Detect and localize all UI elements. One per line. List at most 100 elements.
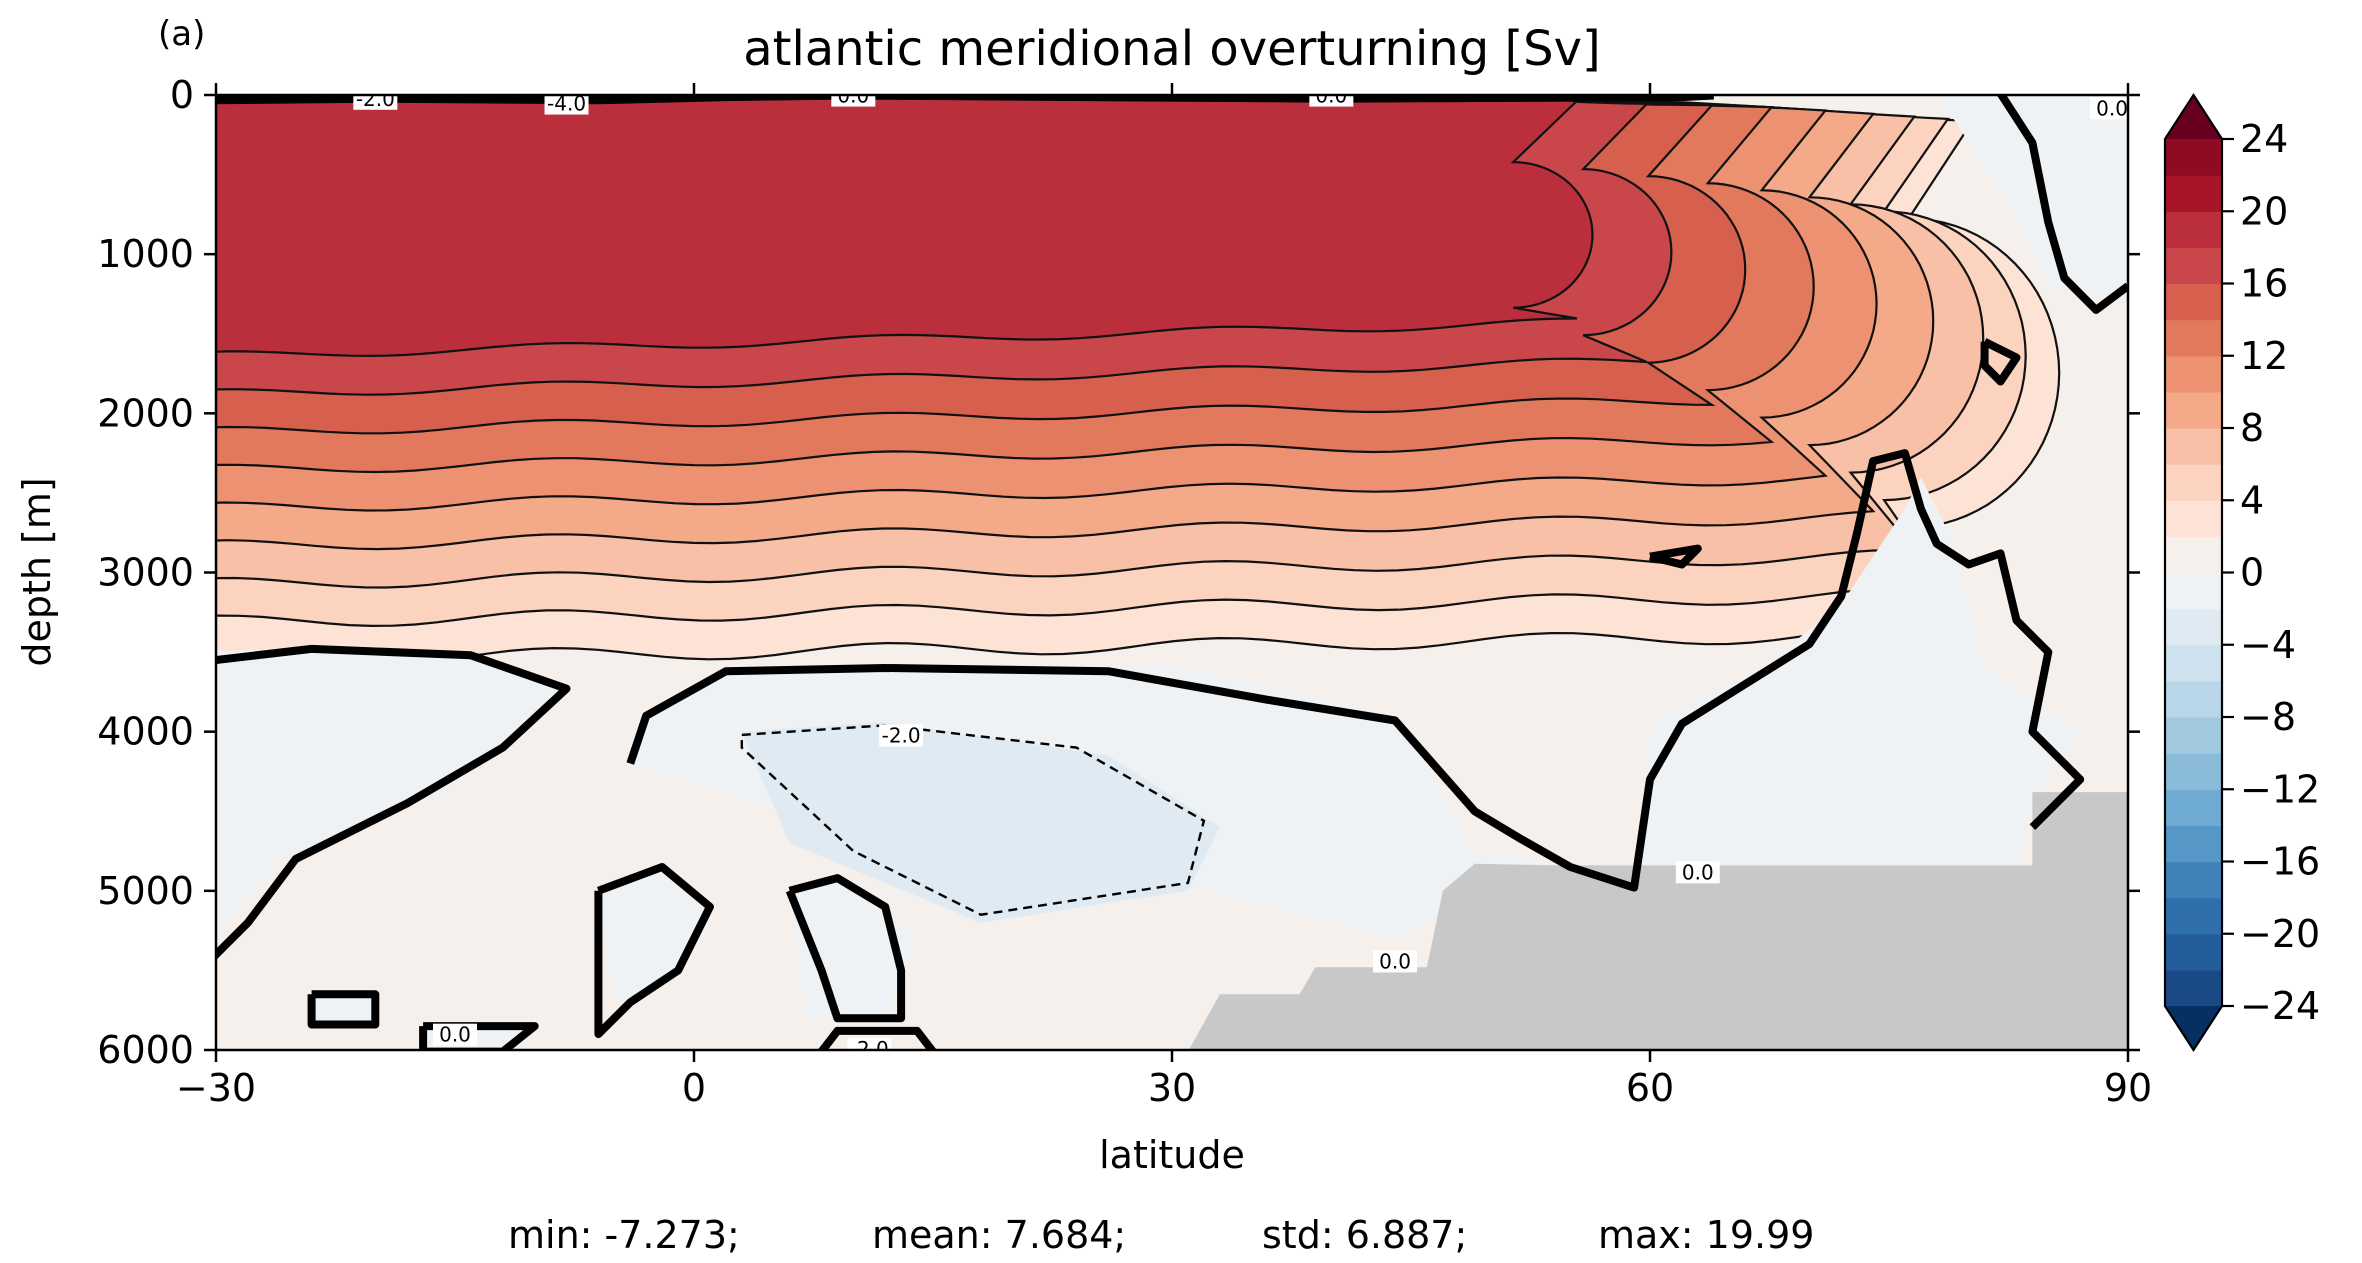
colorbar-band--10 — [2165, 717, 2222, 754]
colorbar-band--8 — [2165, 680, 2222, 718]
svg-text:0.0: 0.0 — [439, 1023, 471, 1047]
contour-bands — [216, 95, 2061, 666]
stat-max: max: 19.99 — [1598, 1213, 1814, 1257]
y-tick-label-2: 2000 — [97, 391, 194, 435]
colorbar-tick-label-12: −24 — [2240, 984, 2320, 1028]
zero-contour-10 — [1649, 544, 1702, 569]
zero-contour-4 — [785, 874, 906, 1023]
inline-label-8: -2.0 — [847, 1037, 892, 1061]
colorbar-band-16 — [2165, 247, 2222, 285]
inline-label-9: 0.0 — [1675, 860, 1720, 884]
zero-contour-7 — [818, 1026, 937, 1050]
negative-regions — [216, 95, 2128, 1050]
x-tick-label-3: 60 — [1626, 1066, 1674, 1110]
panel-label: (a) — [158, 14, 205, 54]
inline-label-2: -4.0 — [544, 92, 589, 116]
plot-area: -2.0 -4.0 0.0 0.0 0.0 -2.0 0.0 -2.0 0.0 0.0 — [216, 87, 2128, 1061]
y-tick-label-6: 6000 — [97, 1028, 194, 1072]
colorbar-band--22 — [2165, 933, 2222, 971]
colorbar-band-10 — [2165, 355, 2222, 393]
inline-label-1: -2.0 — [353, 87, 398, 111]
colorbar-tick-label-7: −4 — [2240, 623, 2296, 667]
colorbar-tick-label-3: 12 — [2240, 334, 2288, 378]
colorbar-band--6 — [2165, 644, 2222, 682]
svg-text:-4.0: -4.0 — [547, 92, 586, 116]
colorbar-tick-label-11: −20 — [2240, 912, 2320, 956]
zero-contour-1 — [216, 644, 571, 961]
colorbar-band-20 — [2165, 175, 2222, 212]
y-tick-label-4: 4000 — [97, 710, 194, 754]
colorbar-band--16 — [2165, 825, 2222, 863]
zero-contour-6 — [419, 1022, 539, 1050]
negative-region-8 — [1937, 95, 2128, 301]
colorbar-tick-label-8: −8 — [2240, 695, 2296, 739]
svg-text:-2.0: -2.0 — [850, 1037, 889, 1061]
inline-label-6: -2.0 — [879, 723, 924, 747]
colorbar-band--18 — [2165, 861, 2222, 899]
svg-text:-2.0: -2.0 — [356, 87, 395, 111]
x-axis-label: latitude — [1099, 1133, 1245, 1177]
inline-label-4: 0.0 — [1309, 95, 1354, 108]
colorbar-tick-label-9: −12 — [2240, 767, 2320, 811]
colorbar-band--14 — [2165, 789, 2222, 826]
negative-region-1 — [216, 647, 567, 936]
stat-std: std: 6.887; — [1262, 1213, 1467, 1257]
y-axis: 0 1000 2000 3000 4000 5000 6000 — [97, 73, 2140, 1072]
colorbar-tick-label-1: 20 — [2240, 189, 2288, 233]
inline-label-10: 0.0 — [1373, 949, 1418, 973]
colorbar-band-12 — [2165, 319, 2222, 357]
x-tick-label-2: 30 — [1148, 1066, 1196, 1110]
negative-region-3 — [741, 722, 1220, 923]
zero-contour-2 — [626, 449, 2085, 892]
colorbar-tick-label-6: 0 — [2240, 551, 2264, 595]
x-tick-label-4: 90 — [2104, 1066, 2152, 1110]
contour-band-18 — [216, 95, 1594, 358]
svg-text:-2.0: -2.0 — [882, 723, 921, 747]
colorbar-band--20 — [2165, 897, 2222, 935]
negative-region-9 — [216, 663, 264, 738]
colorbar-band--4 — [2165, 608, 2222, 646]
colorbar-band-2 — [2165, 500, 2222, 537]
y-tick-label-3: 3000 — [97, 551, 194, 595]
zero-contour-5 — [307, 990, 380, 1029]
colorbar-band-18 — [2165, 211, 2222, 248]
colorbar-band-8 — [2165, 391, 2222, 429]
colorbar-band-0 — [2165, 536, 2222, 574]
colorbar-band--2 — [2165, 572, 2222, 610]
colorbar-tick-label-2: 16 — [2240, 262, 2288, 306]
zero-contours — [216, 95, 2128, 1050]
colorbar-band-4 — [2165, 464, 2222, 501]
zero-contour-3 — [594, 863, 714, 1039]
colorbar-band-22 — [2165, 139, 2222, 176]
x-tick-label-1: 0 — [682, 1066, 706, 1110]
land-mask — [1188, 792, 2128, 1050]
zero-contour-9 — [1980, 338, 2021, 386]
colorbar-band--12 — [2165, 753, 2222, 790]
inline-label-3: 0.0 — [831, 95, 876, 108]
chart-title: atlantic meridional overturning [Sv] — [743, 21, 1601, 77]
colorbar-tick-label-0: 24 — [2240, 117, 2288, 161]
x-axis: −30 0 30 60 90 — [176, 83, 2152, 1110]
colorbar-extend-bottom — [2165, 1006, 2222, 1050]
colorbar-tick-label-4: 8 — [2240, 406, 2264, 450]
zero-contour-8 — [1997, 95, 2128, 314]
colorbar-band-14 — [2165, 283, 2222, 321]
colorbar-tick-label-10: −16 — [2240, 840, 2320, 884]
y-tick-label-5: 5000 — [97, 869, 194, 913]
negative-region-4 — [598, 867, 710, 1003]
svg-text:0.0: 0.0 — [1379, 949, 1411, 973]
y-tick-label-1: 1000 — [97, 232, 194, 276]
dashed-contour-minus-2 — [740, 724, 1206, 916]
inline-label-7: 0.0 — [433, 1023, 477, 1047]
colorbar-band-6 — [2165, 428, 2222, 465]
colorbar-extend-top — [2165, 95, 2222, 139]
x-tick-label-0: −30 — [176, 1066, 256, 1110]
inline-labels: -2.0 -4.0 0.0 0.0 0.0 -2.0 0.0 -2.0 0.0 0.0 — [353, 87, 2128, 1061]
inline-label-5: 0.0 — [2090, 96, 2128, 120]
colorbar: 24 20 16 12 8 4 0 −4 −8 −12 −16 −20 −24 — [2163, 92, 2320, 1053]
svg-text:0.0: 0.0 — [2096, 96, 2128, 120]
stat-mean: mean: 7.684; — [872, 1213, 1126, 1257]
colorbar-band--24 — [2165, 969, 2222, 1007]
negative-region-6 — [311, 994, 376, 1025]
